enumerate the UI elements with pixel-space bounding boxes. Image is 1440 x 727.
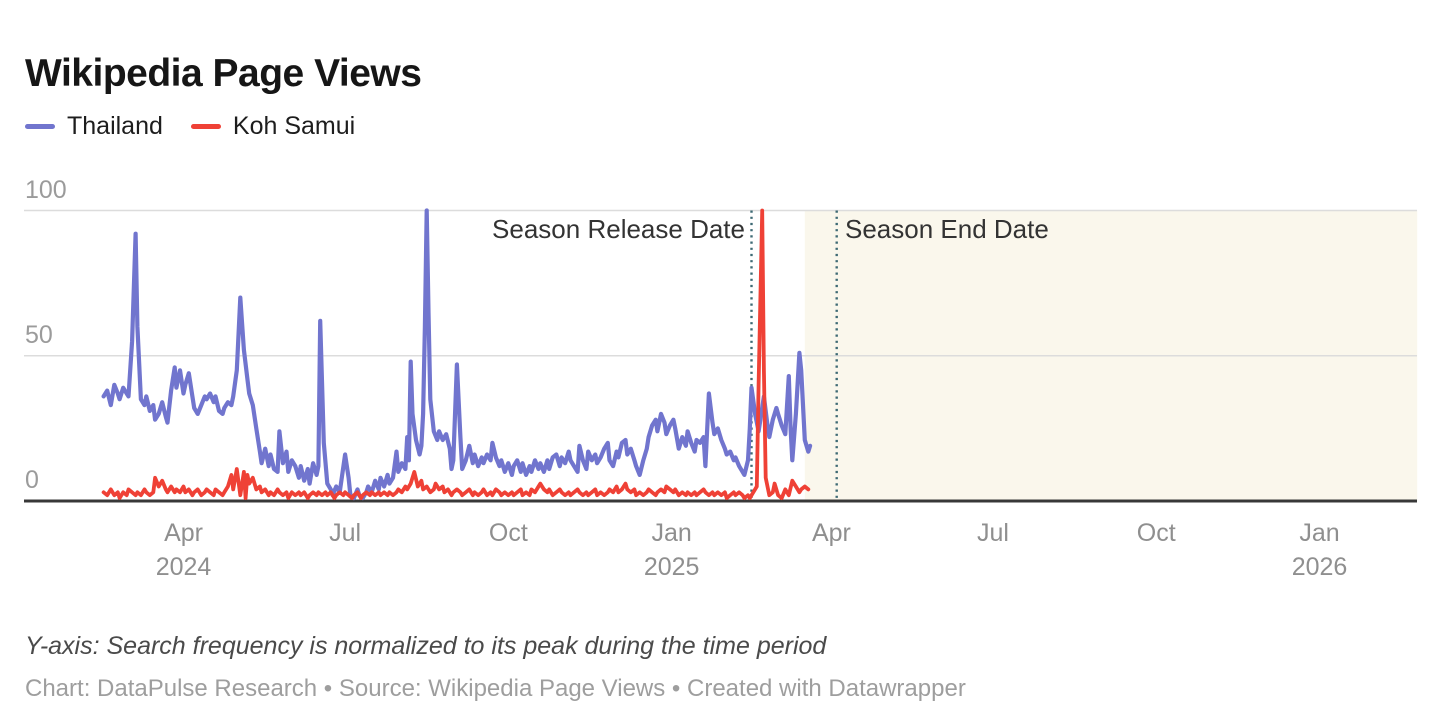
- legend-item-thailand: Thailand: [25, 112, 163, 141]
- x-tick-label-Jul: Jul: [285, 518, 405, 548]
- yaxis-footnote: Y-axis: Search frequency is normalized t…: [25, 632, 827, 660]
- koh-samui-swatch-icon: [190, 124, 221, 129]
- tick-month: Apr: [164, 519, 203, 547]
- tick-month: Jul: [329, 519, 362, 547]
- tick-month: Apr: [811, 519, 851, 547]
- x-tick-label-Oct: Oct: [1096, 518, 1216, 548]
- thailand-line: [101, 208, 813, 501]
- x-tick-label-Jul: Jul: [933, 518, 1053, 548]
- thailand-swatch-icon: [25, 124, 55, 129]
- y-tick-label-50: 50: [25, 320, 53, 349]
- tick-year: 2026: [1291, 553, 1348, 581]
- tick-month: Jul: [976, 519, 1009, 547]
- tick-year: 2024: [155, 553, 212, 581]
- legend-label-thailand: Thailand: [67, 112, 163, 140]
- tick-month: Oct: [1136, 519, 1176, 547]
- legend: Thailand Koh Samui: [25, 112, 355, 141]
- legend-item-koh-samui: Koh Samui: [190, 112, 356, 141]
- x-tick-label-Apr: Apr: [771, 518, 891, 548]
- y-tick-label-0: 0: [25, 466, 39, 494]
- tick-month: Jan: [651, 519, 692, 547]
- line-chart-plot: [24, 208, 1418, 503]
- tick-month: Oct: [488, 519, 528, 547]
- legend-label-koh-samui: Koh Samui: [232, 112, 356, 140]
- chart-title: Wikipedia Page Views: [25, 52, 422, 96]
- tick-month: Jan: [1299, 519, 1340, 547]
- y-tick-label-100: 100: [25, 175, 67, 204]
- koh-samui-line: [101, 208, 811, 501]
- season-end-date-label: Season End Date: [845, 214, 1049, 244]
- x-tick-label-Apr2024: Apr 2024: [124, 518, 244, 582]
- x-tick-label-Jan2026: Jan 2026: [1260, 518, 1380, 582]
- tick-year: 2025: [643, 553, 700, 581]
- season-release-date-label: Season Release Date: [492, 214, 745, 244]
- x-tick-label-Jan2025: Jan 2025: [612, 518, 732, 582]
- chart-byline: Chart: DataPulse Research • Source: Wiki…: [25, 675, 966, 702]
- x-tick-label-Oct: Oct: [448, 518, 568, 548]
